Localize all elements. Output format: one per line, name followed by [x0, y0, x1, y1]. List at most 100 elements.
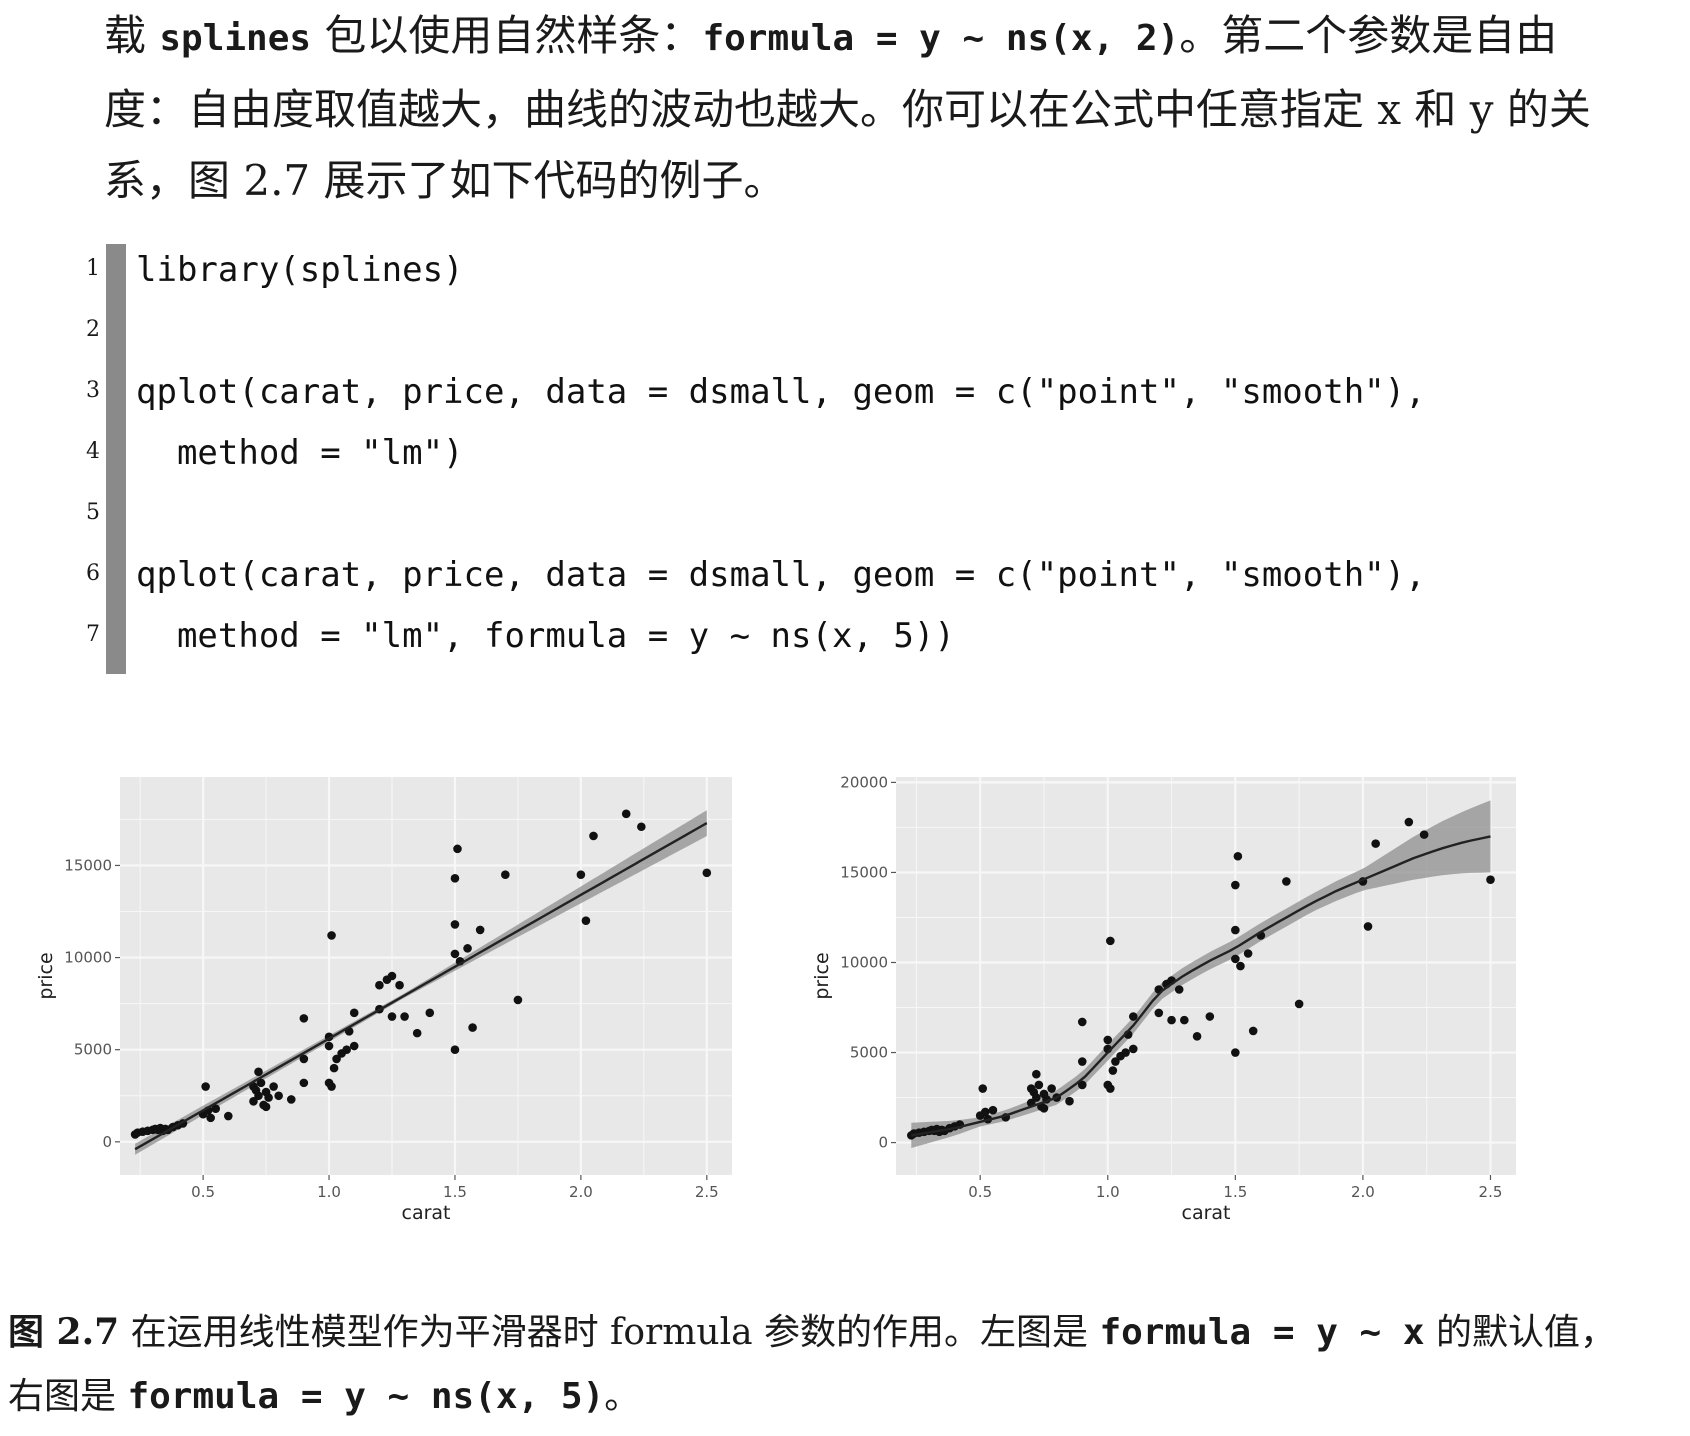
data-point [1167, 1015, 1176, 1025]
code-line: 1 library(splines) [60, 240, 1620, 300]
data-point [1077, 1080, 1087, 1090]
data-point [342, 1045, 351, 1055]
data-point [1103, 1035, 1113, 1045]
data-point [1243, 949, 1253, 958]
line-number: 3 [86, 378, 100, 403]
data-point [249, 1096, 258, 1106]
fit-line [911, 835, 1491, 1137]
data-point [387, 971, 397, 981]
line-number: 5 [86, 500, 100, 525]
data-point [1106, 936, 1115, 946]
x-tick-label: 1.5 [1223, 1183, 1247, 1201]
data-point [327, 931, 336, 940]
data-point [702, 868, 712, 878]
x-tick-label: 2.5 [695, 1183, 719, 1201]
y-tick-label: 0 [878, 1134, 888, 1152]
data-point [621, 809, 631, 819]
data-point [450, 1045, 460, 1055]
y-tick-label: 10000 [840, 953, 888, 971]
figure-caption: 图 2.7 在运用线性模型作为平滑器时 formula 参数的作用。左图是 fo… [8, 1300, 1648, 1429]
data-point [1205, 1012, 1215, 1021]
code-text: library(splines) [136, 250, 464, 290]
y-tick-label: 5000 [850, 1044, 888, 1062]
data-point [201, 1082, 210, 1091]
data-point [206, 1113, 215, 1123]
x-tick-label: 1.5 [443, 1183, 467, 1201]
x-tick-label: 2.5 [1479, 1183, 1503, 1201]
intro-code-splines: splines [159, 18, 312, 59]
plot-panel [120, 777, 732, 1175]
chart-right-svg: 0.5 1.0 1.5 2.0 2.5 0 5000 10000 15000 20000 carat… [811, 773, 1516, 1224]
data-point [1077, 1057, 1087, 1066]
intro-text-2: 包以使用自然样条： [311, 11, 703, 60]
data-point [256, 1078, 266, 1088]
data-point [1065, 1096, 1074, 1106]
x-tick-label: 2.0 [1351, 1183, 1375, 1201]
data-point [1486, 875, 1495, 884]
data-point [978, 1084, 988, 1093]
data-point [1231, 1048, 1240, 1057]
data-point [589, 831, 598, 841]
y-tick-label: 5000 [74, 1041, 112, 1059]
data-point [1248, 1026, 1258, 1036]
line-number: 6 [86, 561, 100, 586]
code-block: 1 library(splines) 2 3 qplot(carat, price,… [60, 240, 1620, 675]
x-tick-label: 0.5 [968, 1183, 992, 1201]
data-point [988, 1105, 998, 1115]
data-point [1154, 1008, 1164, 1018]
chart-left: 0.5 1.0 1.5 2.0 2.5 0 5000 10000 15000 carat price [30, 765, 800, 1269]
code-text: method = "lm", formula = y ~ ns(x, 5)) [136, 616, 955, 656]
data-point [1034, 1080, 1044, 1090]
data-point [1108, 1066, 1118, 1075]
data-point [1180, 1015, 1189, 1025]
intro-text-3: 。第二个参数是自由度：自由度取值越大，曲线的波动也越大。你可以在公式中任意指定 … [104, 11, 1591, 205]
data-point [269, 1082, 278, 1091]
data-point [299, 1078, 309, 1088]
data-point [1174, 985, 1184, 994]
chart-right: 0.5 1.0 1.5 2.0 2.5 0 5000 10000 15000 20000 carat… [800, 765, 1580, 1269]
data-point [1404, 817, 1414, 827]
data-point [475, 925, 485, 935]
x-tick-label: 2.0 [569, 1183, 593, 1201]
code-line: 4 method = "lm") [60, 423, 1620, 483]
y-axis-label: price [811, 952, 833, 999]
line-number: 7 [86, 622, 100, 647]
data-point [1419, 830, 1429, 839]
figure-label: 图 2.7 [8, 1311, 120, 1353]
caption-text-1: 在运用线性模型作为平滑器时 formula 参数的作用。左图是 [119, 1312, 1100, 1353]
y-axis-label: price [35, 952, 57, 999]
data-point [1294, 999, 1304, 1009]
data-point [400, 1012, 409, 1021]
code-text: qplot(carat, price, data = dsmall, geom … [136, 372, 1426, 412]
data-point [1192, 1032, 1202, 1041]
data-point [1233, 851, 1243, 861]
data-point [211, 1104, 221, 1113]
data-point [513, 995, 523, 1005]
data-point [327, 1082, 336, 1091]
code-text: method = "lm") [136, 433, 464, 473]
data-point [1282, 877, 1291, 886]
intro-text-1: 载 [104, 11, 160, 60]
code-line: 3 qplot(carat, price, data = dsmall, geom… [60, 362, 1620, 422]
x-axis-label: carat [402, 1202, 451, 1224]
data-point [223, 1111, 233, 1121]
caption-text-3: 。 [604, 1376, 641, 1417]
data-point [254, 1091, 263, 1101]
data-point [349, 1008, 359, 1018]
x-axis-label: carat [1182, 1202, 1231, 1224]
data-point [1231, 880, 1240, 890]
code-line: 5 [60, 484, 1620, 544]
data-point [264, 1093, 273, 1102]
data-point [286, 1095, 296, 1104]
data-point [468, 1023, 477, 1032]
data-point [1128, 1044, 1138, 1054]
data-point [450, 949, 460, 959]
code-margin-bar [106, 244, 126, 674]
line-number: 1 [86, 256, 100, 281]
data-point [332, 1054, 341, 1064]
data-point [299, 1054, 309, 1064]
code-line: 7 method = "lm", formula = y ~ ns(x, 5)) [60, 606, 1620, 666]
data-point [274, 1091, 283, 1101]
caption-code-1: formula = y ~ x [1099, 1312, 1425, 1353]
data-point [324, 1041, 334, 1051]
